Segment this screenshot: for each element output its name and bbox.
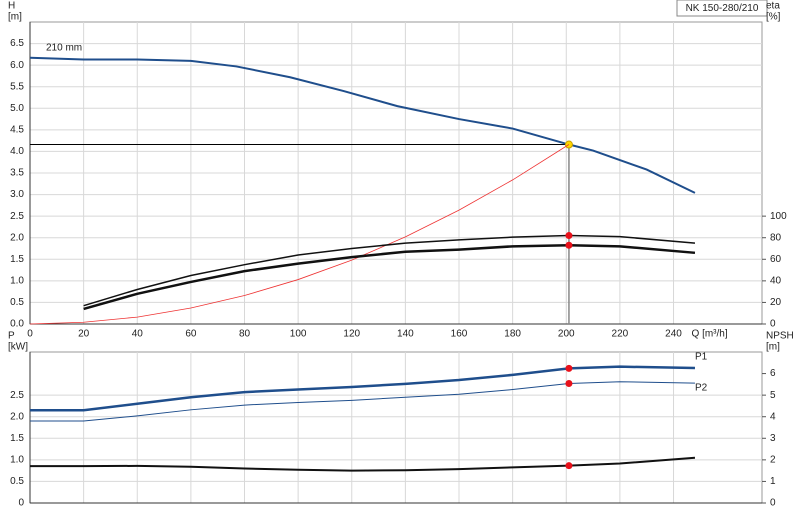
y-tick-label: 1.0 xyxy=(10,275,24,286)
curve-label: 210 mm xyxy=(46,42,82,53)
y-axis-unit: [kW] xyxy=(8,342,28,353)
y-tick-label: 5.5 xyxy=(10,81,24,92)
y2-tick-label: 20 xyxy=(770,297,782,308)
y-tick-label: 5.0 xyxy=(10,103,24,114)
y-tick-label: 6.5 xyxy=(10,38,24,49)
x-tick-label: 120 xyxy=(343,329,360,340)
y-tick-label: 3.5 xyxy=(10,168,24,179)
x-tick-label: 0 xyxy=(27,329,33,340)
y2-tick-label: 0 xyxy=(770,498,776,509)
chart-title: NK 150-280/210 xyxy=(686,3,759,14)
y-tick-label: 6.0 xyxy=(10,60,24,71)
y2-axis-label: eta xyxy=(766,1,780,12)
y-tick-label: 2.0 xyxy=(10,411,24,422)
x-tick-label: 220 xyxy=(612,329,629,340)
y-tick-label: 2.0 xyxy=(10,232,24,243)
curve-label: P1 xyxy=(695,352,708,363)
x-tick-label: 60 xyxy=(185,329,197,340)
y-tick-label: 2.5 xyxy=(10,211,24,222)
y-tick-label: 0.5 xyxy=(10,297,24,308)
plot-area xyxy=(29,351,763,504)
x-tick-label: 180 xyxy=(504,329,521,340)
curve xyxy=(29,144,570,325)
y2-tick-label: 60 xyxy=(770,254,782,265)
y-tick-label: 0 xyxy=(18,498,24,509)
x-axis-label: Q [m³/h] xyxy=(692,329,728,340)
y-tick-label: 1.5 xyxy=(10,433,24,444)
point-marker xyxy=(565,232,573,240)
y2-tick-label: 4 xyxy=(770,411,776,422)
y-tick-label: 4.5 xyxy=(10,124,24,135)
y2-tick-label: 80 xyxy=(770,232,782,243)
y2-tick-label: 3 xyxy=(770,433,776,444)
y2-axis-unit: [m] xyxy=(766,342,780,353)
y-axis-unit: [m] xyxy=(8,12,22,23)
point-marker xyxy=(565,379,573,387)
x-tick-label: 40 xyxy=(132,329,144,340)
y-tick-label: 1.5 xyxy=(10,254,24,265)
y-tick-label: 2.5 xyxy=(10,390,24,401)
point-marker xyxy=(565,364,573,372)
y2-tick-label: 0 xyxy=(770,319,776,330)
y-axis-label: H xyxy=(8,1,15,12)
x-tick-label: 240 xyxy=(665,329,682,340)
x-tick-label: 160 xyxy=(451,329,468,340)
x-tick-label: 20 xyxy=(78,329,90,340)
y-tick-label: 3.0 xyxy=(10,189,24,200)
curve xyxy=(29,56,696,194)
x-tick-label: 140 xyxy=(397,329,414,340)
title-box xyxy=(676,0,768,17)
point-marker xyxy=(565,241,573,249)
curve xyxy=(83,244,696,311)
y2-tick-label: 1 xyxy=(770,476,776,487)
x-tick-label: 100 xyxy=(290,329,307,340)
y-tick-label: 0.0 xyxy=(10,319,24,330)
y2-tick-label: 6 xyxy=(770,368,776,379)
x-tick-label: 200 xyxy=(558,329,575,340)
y2-tick-label: 5 xyxy=(770,390,776,401)
y-tick-label: 0.5 xyxy=(10,476,24,487)
y-tick-label: 1.0 xyxy=(10,454,24,465)
y2-axis-unit: [%] xyxy=(766,12,781,23)
y2-tick-label: 40 xyxy=(770,275,782,286)
y2-tick-label: 2 xyxy=(770,454,776,465)
y-axis-label: P xyxy=(8,331,15,342)
y2-tick-label: 100 xyxy=(770,211,787,222)
curve-label: P2 xyxy=(695,383,708,394)
point-marker xyxy=(565,462,573,470)
y2-axis-label: NPSH xyxy=(766,331,794,342)
y-tick-label: 4.0 xyxy=(10,146,24,157)
x-tick-label: 80 xyxy=(239,329,251,340)
curve xyxy=(83,234,696,307)
